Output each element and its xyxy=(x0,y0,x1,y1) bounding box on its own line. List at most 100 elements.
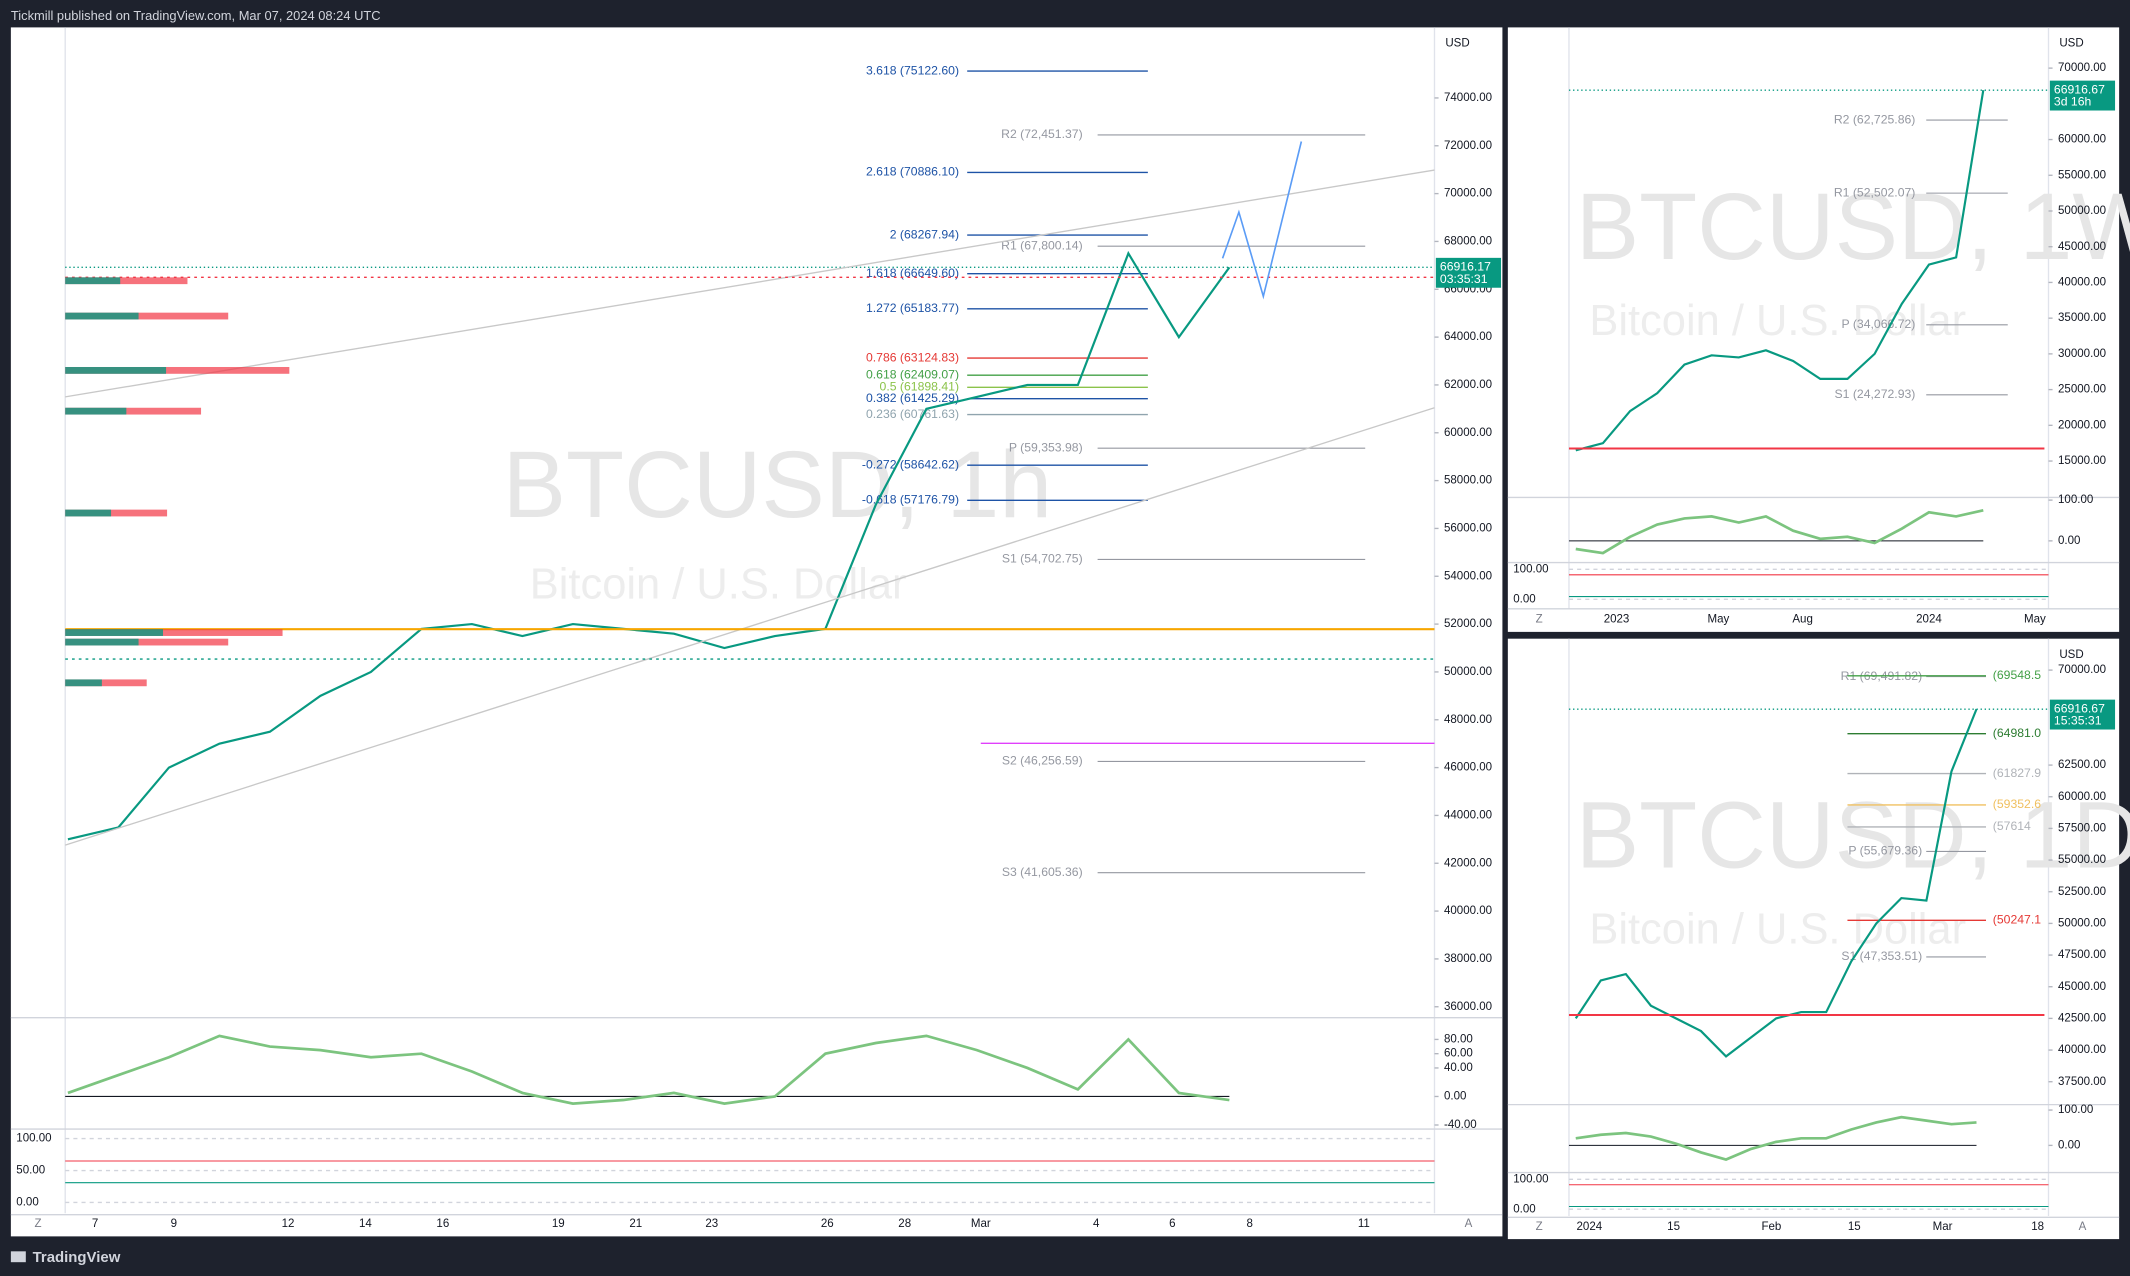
date-label: 4 xyxy=(1093,1218,1100,1230)
date-label: 7 xyxy=(92,1218,98,1230)
y-tick-label: 70000.00 xyxy=(2058,664,2106,676)
watermark-sub: Bitcoin / U.S. Dollar xyxy=(1589,906,1966,954)
panel-background xyxy=(1507,27,2120,632)
date-label: 19 xyxy=(552,1218,565,1230)
y-tick-label: 36000.00 xyxy=(1444,1001,1492,1013)
y-tick-label: 57500.00 xyxy=(2058,822,2106,834)
stoch-tick-label: 100.00 xyxy=(1513,1173,1548,1185)
level-label: 1.272 (65183.77) xyxy=(866,301,959,315)
y-tick-label: 55000.00 xyxy=(2058,169,2106,181)
level-label: (57614 xyxy=(1993,819,2031,833)
volume-profile-bar xyxy=(65,407,127,415)
countdown: 15:35:31 xyxy=(2054,714,2102,728)
rsi-tick-label: 40.00 xyxy=(1444,1062,1473,1074)
y-tick-label: 38000.00 xyxy=(1444,953,1492,965)
y-tick-label: 74000.00 xyxy=(1444,92,1492,104)
rsi-tick-label: 0.00 xyxy=(2058,535,2080,547)
auto-button[interactable]: A xyxy=(2079,1221,2087,1233)
volume-profile-bar xyxy=(65,509,112,517)
date-label: May xyxy=(2024,614,2046,626)
y-tick-label: 50000.00 xyxy=(1444,666,1492,678)
pivot-label: S3 (41,605.36) xyxy=(1002,865,1083,879)
pivot-label: S2 (46,256.59) xyxy=(1002,754,1083,768)
y-tick-label: 48000.00 xyxy=(1444,714,1492,726)
y-tick-label: 70000.00 xyxy=(2058,62,2106,74)
auto-button[interactable]: A xyxy=(1465,1218,1473,1230)
panels: BTCUSD, 1h Bitcoin / U.S. Dollar USD 74000.… xyxy=(10,27,2130,1240)
y-tick-label: 45000.00 xyxy=(2058,241,2106,253)
level-label: (61827.9 xyxy=(1993,766,2041,780)
date-label: 12 xyxy=(282,1218,295,1230)
level-label: (64981.0 xyxy=(1993,726,2041,740)
volume-profile-bar xyxy=(65,638,229,646)
y-tick-label: 15000.00 xyxy=(2058,455,2106,467)
y-tick-label: 35000.00 xyxy=(2058,312,2106,324)
date-label: Feb xyxy=(1761,1221,1781,1233)
y-tick-label: 25000.00 xyxy=(2058,384,2106,396)
level-label: (50247.1 xyxy=(1993,913,2041,927)
y-tick-label: 50000.00 xyxy=(2058,205,2106,217)
level-label: 1.618 (66649.60) xyxy=(866,266,959,280)
rsi-line xyxy=(1575,1115,1977,1161)
date-label: 15 xyxy=(1848,1221,1861,1233)
volume-profile-bar xyxy=(65,407,202,415)
rsi-line xyxy=(1575,508,1984,555)
level-label: 0.236 (60761.63) xyxy=(866,407,959,421)
y-tick-label: 47500.00 xyxy=(2058,949,2106,961)
y-tick-label: 44000.00 xyxy=(1444,809,1492,821)
volume-profile-bar xyxy=(65,312,139,320)
stoch-tick-label: 0.00 xyxy=(1513,1203,1535,1215)
last-price: 66916.17 xyxy=(1440,260,1491,274)
rsi-line xyxy=(67,1034,1230,1105)
y-tick-label: 60000.00 xyxy=(1444,427,1492,439)
last-price-tag xyxy=(2049,80,2116,111)
pivot-label: S1 (47,353.51) xyxy=(1841,949,1922,963)
stoch-tick-label: 0.00 xyxy=(1513,593,1535,605)
pivot-label: S1 (54,702.75) xyxy=(1002,552,1083,566)
watermark: BTCUSD, 1W xyxy=(1576,174,2130,280)
y-tick-label: 54000.00 xyxy=(1444,570,1492,582)
date-label: 2023 xyxy=(1604,614,1630,626)
last-price-tag xyxy=(2049,699,2116,730)
drawings xyxy=(64,141,2045,1016)
zoom-button[interactable]: Z xyxy=(35,1218,42,1230)
volume-profile-bar xyxy=(65,679,147,687)
y-tick-label: 40000.00 xyxy=(2058,1044,2106,1056)
logo-text: TradingView xyxy=(33,1249,121,1266)
y-tick-label: 50000.00 xyxy=(2058,917,2106,929)
chart-panel: BTCUSD, 1D Bitcoin / U.S. Dollar USD 70000.… xyxy=(1507,638,2130,1240)
zoom-button[interactable]: Z xyxy=(1536,1221,1543,1233)
volume-profile-bar xyxy=(65,629,164,636)
pivot-label: P (34,066.72) xyxy=(1842,317,1916,331)
volume-profile-bar xyxy=(65,679,102,687)
y-tick-label: 40000.00 xyxy=(1444,905,1492,917)
volume-profile-bar xyxy=(65,629,283,636)
publish-header: Tickmill published on TradingView.com, M… xyxy=(11,8,381,23)
y-tick-label: 42500.00 xyxy=(2058,1012,2106,1024)
date-label: 18 xyxy=(2031,1221,2044,1233)
price-line xyxy=(67,250,1231,841)
date-label: 15 xyxy=(1667,1221,1680,1233)
date-label: 21 xyxy=(629,1218,642,1230)
zoom-button[interactable]: Z xyxy=(1536,614,1543,626)
y-tick-label: 30000.00 xyxy=(2058,348,2106,360)
pivot-label: R2 (72,451.37) xyxy=(1001,127,1083,141)
date-label: 6 xyxy=(1169,1218,1175,1230)
pivot-label: R1 (67,800.14) xyxy=(1001,238,1083,252)
level-label: 0.618 (62409.07) xyxy=(866,367,959,381)
y-tick-label: 40000.00 xyxy=(2058,276,2106,288)
date-label: 2024 xyxy=(1577,1221,1603,1233)
countdown: 03:35:31 xyxy=(1440,272,1488,286)
y-tick-label: 60000.00 xyxy=(2058,791,2106,803)
chart-panel: BTCUSD, 1W Bitcoin / U.S. Dollar USD 70000.… xyxy=(1507,27,2130,632)
level-label: -0.618 (57176.79) xyxy=(862,493,959,507)
rsi-tick-label: 80.00 xyxy=(1444,1033,1473,1045)
currency-label: USD xyxy=(1445,38,1469,50)
volume-profile-bar xyxy=(65,277,121,285)
date-label: May xyxy=(1708,614,1730,626)
rsi-tick-label: 0.00 xyxy=(2058,1139,2080,1151)
volume-profile-bar xyxy=(65,312,229,320)
last-price: 66916.67 xyxy=(2054,701,2105,715)
y-tick-label: 64000.00 xyxy=(1444,331,1492,343)
last-price: 66916.67 xyxy=(2054,82,2105,96)
